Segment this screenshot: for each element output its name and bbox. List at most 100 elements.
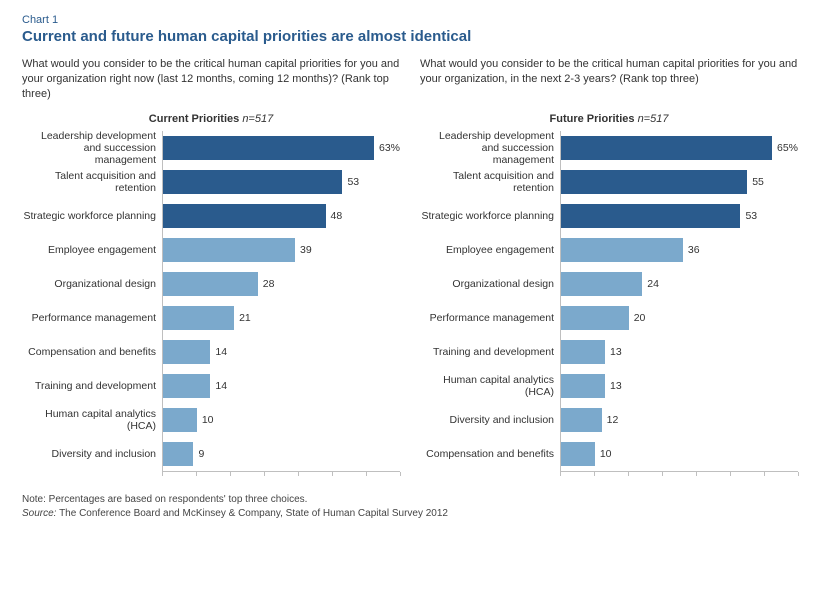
panel-subtitle-bold: Future Priorities	[550, 113, 635, 125]
axis-tick	[400, 472, 401, 476]
panels-container: What would you consider to be the critic…	[22, 57, 798, 479]
category-label: Strategic workforce planning	[420, 210, 560, 222]
bar-zone: 21	[162, 301, 400, 335]
bar-value-label: 14	[215, 380, 227, 392]
bar-zone: 28	[162, 267, 400, 301]
axis-line	[162, 471, 400, 479]
bar-value-label: 10	[202, 414, 214, 426]
category-label: Diversity and inclusion	[22, 448, 162, 460]
axis-tick	[696, 472, 697, 476]
bar-value-label: 53	[745, 210, 757, 222]
bar-value-label: 48	[331, 210, 343, 222]
axis-tick	[798, 472, 799, 476]
category-label: Strategic workforce planning	[22, 210, 162, 222]
category-label: Human capital analytics (HCA)	[420, 374, 560, 398]
axis-line	[560, 471, 798, 479]
bar-row: Leadership development and succession ma…	[420, 131, 798, 165]
bar-value-label: 55	[752, 176, 764, 188]
category-label: Talent acquisition and retention	[420, 170, 560, 194]
bar	[561, 170, 747, 194]
bar-row: Compensation and benefits 10	[420, 437, 798, 471]
bar	[561, 204, 740, 228]
axis-tick	[196, 472, 197, 476]
bar-zone: 24	[560, 267, 798, 301]
category-label: Training and development	[22, 380, 162, 392]
category-label: Compensation and benefits	[420, 448, 560, 460]
bar	[163, 204, 326, 228]
bar-row: Strategic workforce planning 48	[22, 199, 400, 233]
chart-area: Leadership development and succession ma…	[420, 131, 798, 479]
category-label: Talent acquisition and retention	[22, 170, 162, 194]
panel-current: What would you consider to be the critic…	[22, 57, 400, 479]
bar-zone: 13	[560, 369, 798, 403]
bar	[163, 238, 295, 262]
footnote: Note: Percentages are based on responden…	[22, 493, 798, 507]
bar	[561, 272, 642, 296]
bar-zone: 13	[560, 335, 798, 369]
bar	[561, 340, 605, 364]
panel-subtitle-bold: Current Priorities	[149, 113, 239, 125]
bar-zone: 53	[560, 199, 798, 233]
category-label: Human capital analytics (HCA)	[22, 408, 162, 432]
bar-value-label: 28	[263, 278, 275, 290]
bar-zone: 36	[560, 233, 798, 267]
bar	[561, 408, 602, 432]
bar	[561, 374, 605, 398]
axis-tick	[730, 472, 731, 476]
bar-value-label: 39	[300, 244, 312, 256]
bar-value-label: 36	[688, 244, 700, 256]
axis-tick	[560, 472, 561, 476]
axis-tick	[628, 472, 629, 476]
bar	[163, 272, 258, 296]
axis-spacer	[22, 471, 162, 479]
bar-zone: 20	[560, 301, 798, 335]
category-label: Performance management	[22, 312, 162, 324]
bar-row: Human capital analytics (HCA) 10	[22, 403, 400, 437]
bar-zone: 9	[162, 437, 400, 471]
source-line: Source: The Conference Board and McKinse…	[22, 507, 798, 521]
bar-value-label: 12	[607, 414, 619, 426]
bar-zone: 48	[162, 199, 400, 233]
bar-row: Diversity and inclusion 12	[420, 403, 798, 437]
bar-row: Talent acquisition and retention53	[22, 165, 400, 199]
bar-zone: 14	[162, 335, 400, 369]
bar-value-label: 13	[610, 346, 622, 358]
axis-tick	[662, 472, 663, 476]
bar-zone: 10	[560, 437, 798, 471]
axis-tick	[366, 472, 367, 476]
category-label: Performance management	[420, 312, 560, 324]
panel-question: What would you consider to be the critic…	[22, 57, 400, 103]
bar-zone: 12	[560, 403, 798, 437]
bar-row: Performance management 20	[420, 301, 798, 335]
bar-row: Compensation and benefits14	[22, 335, 400, 369]
bar-row: Training and development 13	[420, 335, 798, 369]
bar-value-label: 20	[634, 312, 646, 324]
category-label: Organizational design	[420, 278, 560, 290]
bar	[163, 374, 210, 398]
bar-row: Diversity and inclusion9	[22, 437, 400, 471]
bar-row: Leadership development and succession ma…	[22, 131, 400, 165]
category-label: Training and development	[420, 346, 560, 358]
bar-row: Strategic workforce planning 53	[420, 199, 798, 233]
bar-row: Performance management21	[22, 301, 400, 335]
axis-tick	[162, 472, 163, 476]
axis-tick	[264, 472, 265, 476]
bar-value-label: 63%	[379, 142, 400, 154]
bar-zone: 53	[162, 165, 400, 199]
category-label: Employee engagement	[420, 244, 560, 256]
axis-tick	[764, 472, 765, 476]
panel-subtitle: Current Priorities n=517	[22, 113, 400, 125]
category-label: Diversity and inclusion	[420, 414, 560, 426]
axis-spacer	[420, 471, 560, 479]
panel-future: What would you consider to be the critic…	[420, 57, 798, 479]
panel-question: What would you consider to be the critic…	[420, 57, 798, 103]
axis-tick	[298, 472, 299, 476]
chart-footer: Note: Percentages are based on responden…	[22, 493, 798, 521]
category-label: Leadership development and succession ma…	[420, 130, 560, 166]
bar-row: Employee engagement 36	[420, 233, 798, 267]
source-text: The Conference Board and McKinsey & Comp…	[59, 508, 448, 519]
bar-value-label: 10	[600, 448, 612, 460]
bar	[163, 442, 193, 466]
category-label: Compensation and benefits	[22, 346, 162, 358]
bar-zone: 55	[560, 165, 798, 199]
